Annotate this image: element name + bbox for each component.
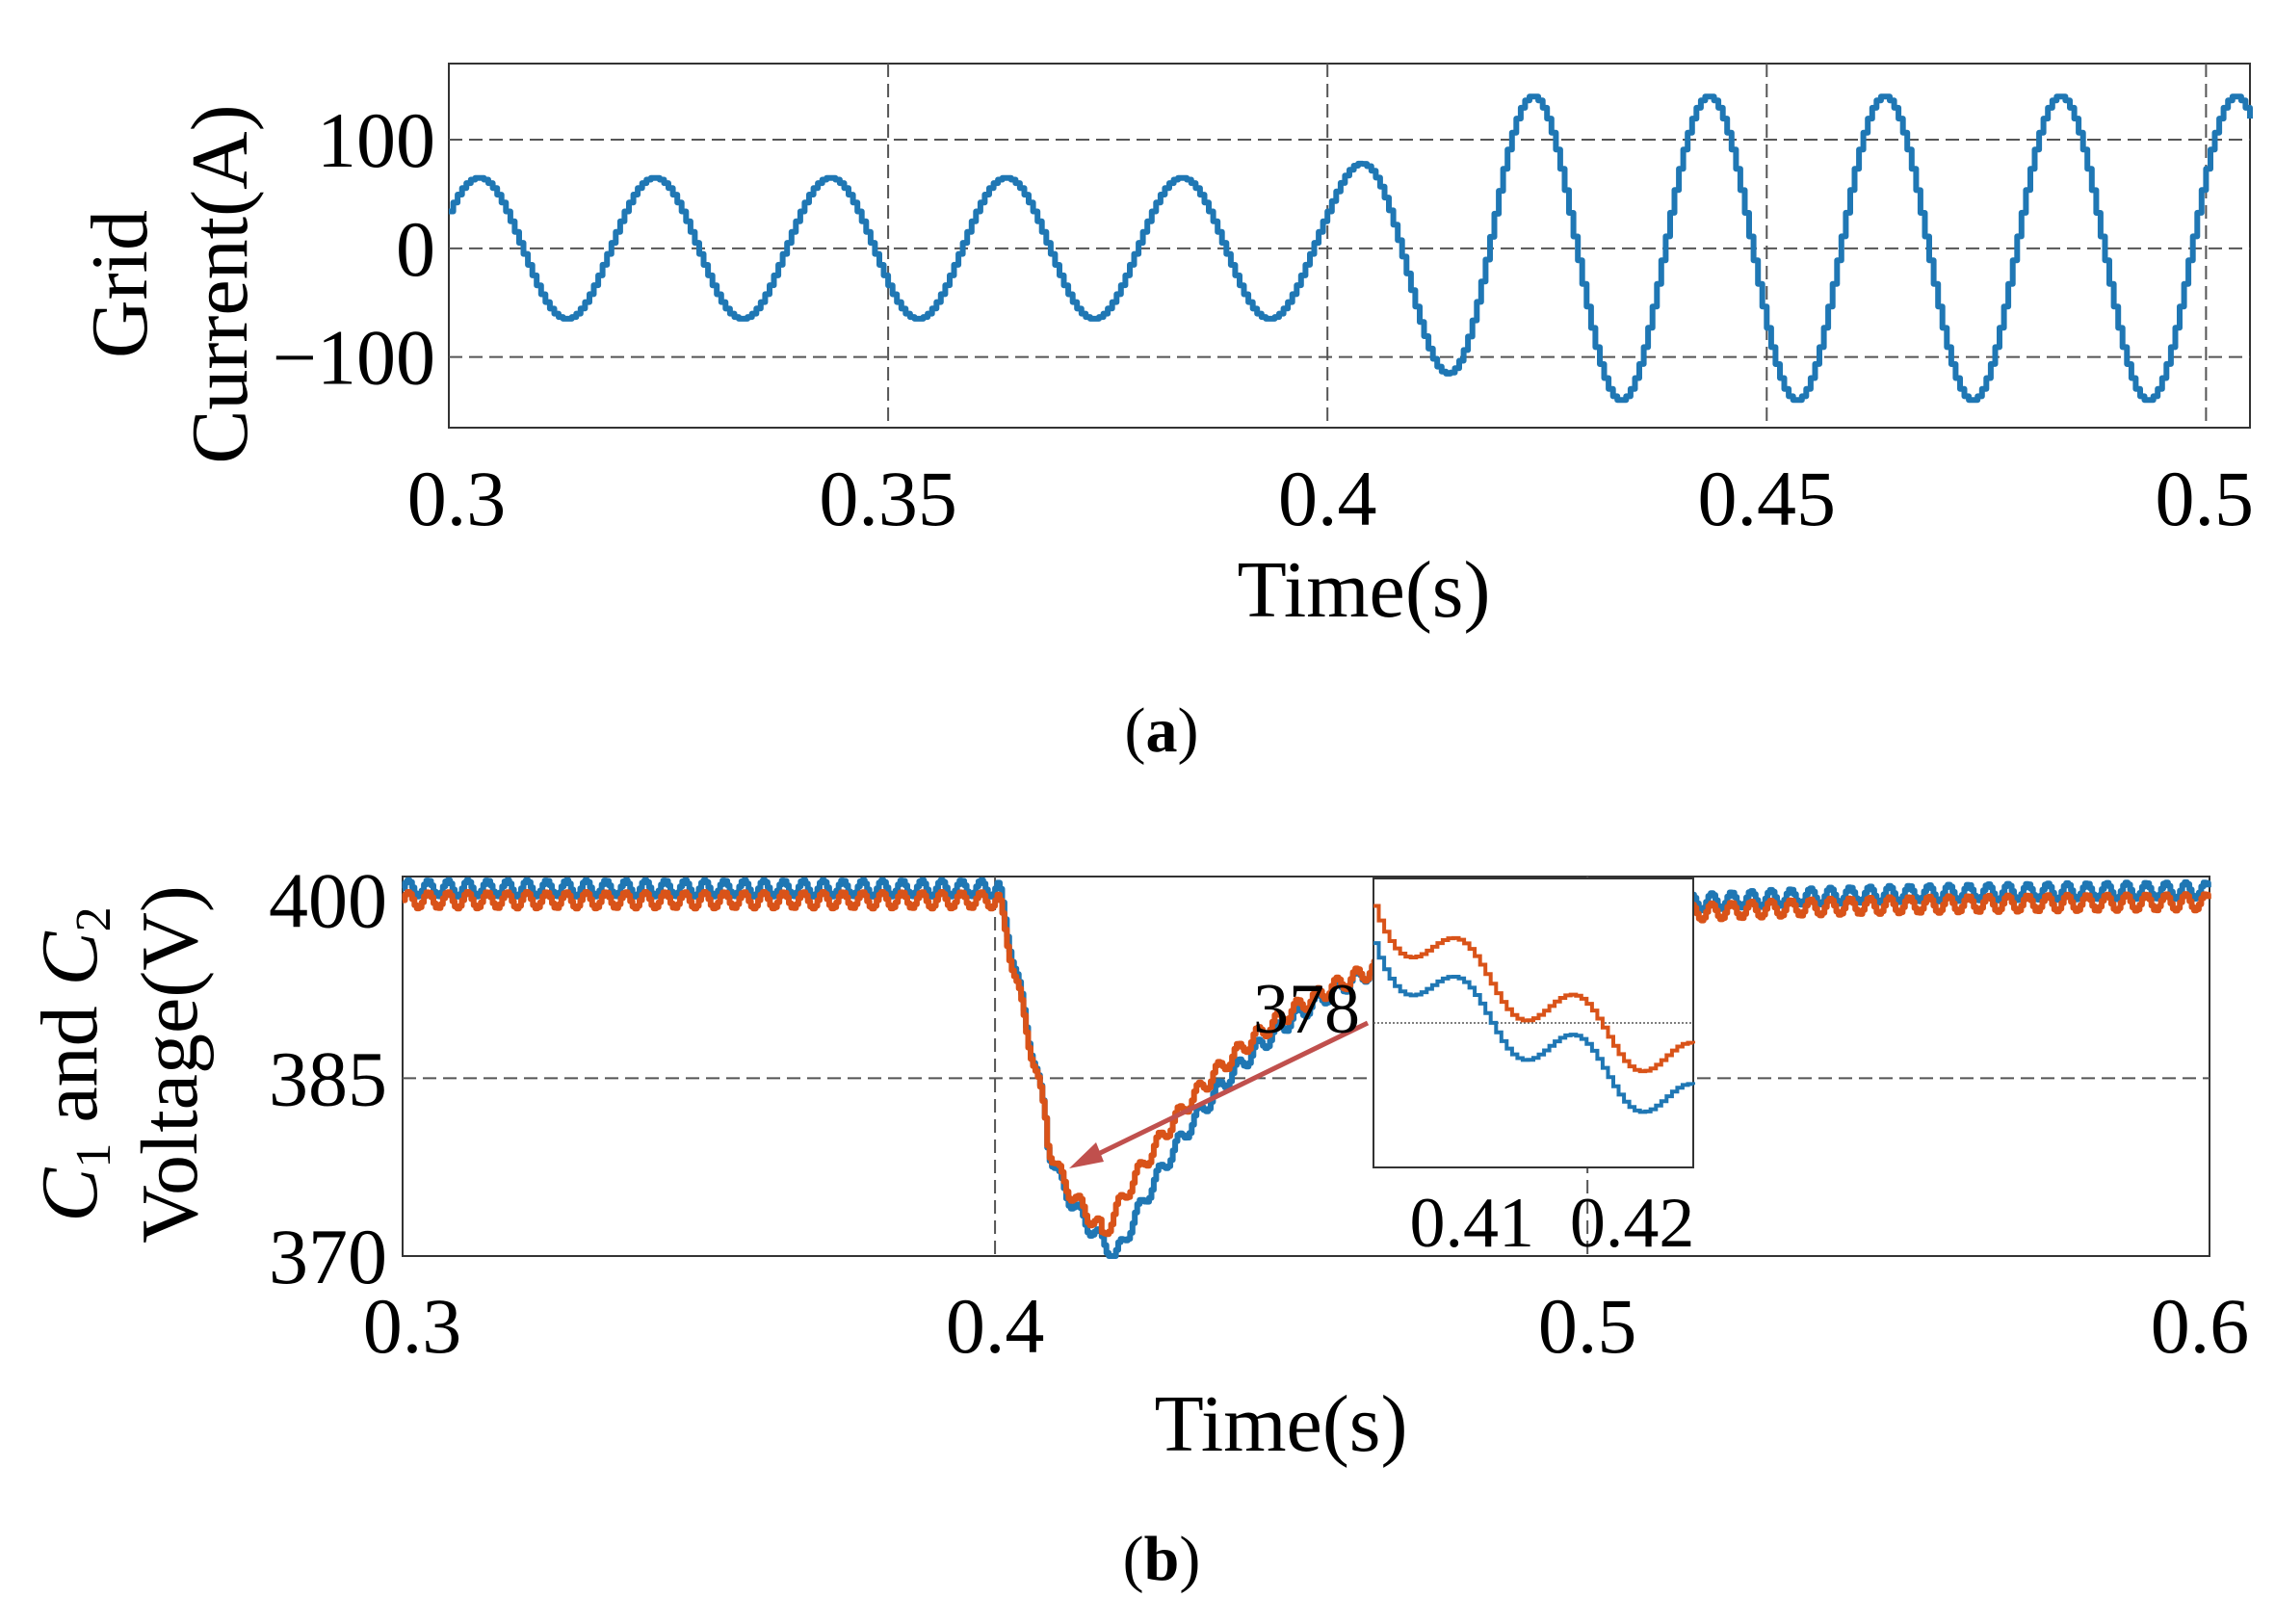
panel-b-y-axis-label: C1 and C2 Voltage(V) xyxy=(25,885,215,1244)
panel-a-y-tick-label: 100 xyxy=(317,96,435,184)
panel-b-inset: 378 0.41 0.42 xyxy=(1253,877,1695,1263)
panel-b-x-tick-label: 0.3 xyxy=(363,1282,462,1370)
panel-b-y-axis-label-line1: C1 and C2 xyxy=(25,906,121,1221)
ylabel-c1: C xyxy=(25,1167,115,1222)
panel-b-zoom-arrow xyxy=(1069,1020,1370,1168)
inset-x-tick-label: 0.42 xyxy=(1570,1184,1695,1263)
inset-series-c1-voltage xyxy=(1373,941,1695,1114)
panel-a-chart: 0.3 0.35 0.4 0.45 0.5 −100 0 100 Time(s)… xyxy=(75,63,2254,766)
panel-b-left-mask xyxy=(241,1011,399,1256)
panel-b-y-tick-label: 385 xyxy=(269,1035,387,1122)
panel-a-x-tick-label: 0.45 xyxy=(1698,455,1837,542)
panel-b-y-tick-label: 370 xyxy=(269,1213,387,1300)
panel-b-plot-area xyxy=(402,876,2210,1257)
panel-b-x-axis-label: Time(s) xyxy=(1155,1379,1408,1469)
panel-a-x-tick-labels: 0.3 0.35 0.4 0.45 0.5 xyxy=(407,455,2254,542)
panel-b-label-letter: b xyxy=(1144,1524,1180,1594)
panel-b-label-close: ) xyxy=(1179,1524,1200,1594)
inset-x-tick-label: 0.41 xyxy=(1409,1184,1534,1263)
panel-a-y-axis-label-line1: Grid xyxy=(75,210,165,358)
ylabel-sub1: 1 xyxy=(66,1143,121,1168)
panel-a-label-letter: a xyxy=(1146,695,1178,766)
panel-b-series-c1-voltage xyxy=(402,877,2211,1259)
panel-a-y-tick-label: 0 xyxy=(396,205,435,293)
panel-b-label-open: ( xyxy=(1123,1524,1144,1594)
panel-b-x-tick-label: 0.5 xyxy=(1538,1282,1637,1370)
panel-b-x-tick-labels: 0.3 0.4 0.5 0.6 xyxy=(363,1282,2250,1370)
panel-b-chart: 378 0.41 0.42 0.3 0.4 0.5 0.6 370 385 40… xyxy=(25,857,2249,1594)
zoom-arrow-line xyxy=(1088,1020,1370,1161)
panel-b-x-tick-label: 0.4 xyxy=(946,1282,1045,1370)
panel-a-x-tick-label: 0.4 xyxy=(1278,455,1377,542)
panel-a-y-axis-label-line2: Current(A) xyxy=(175,104,265,463)
panel-b-series-c2-voltage xyxy=(402,889,2211,1238)
panel-a-series-grid-current xyxy=(449,93,2253,404)
panel-b-label: (b) xyxy=(1123,1524,1201,1594)
panel-b-y-tick-labels: 370 385 400 xyxy=(269,857,387,1300)
panel-a-plot-area xyxy=(448,63,2251,429)
ylabel-sub2: 2 xyxy=(66,906,121,931)
ylabel-mid: and xyxy=(25,985,115,1142)
panel-a-x-tick-label: 0.3 xyxy=(407,455,507,542)
panel-a-label-close: ) xyxy=(1178,695,1199,766)
panel-a-y-axis-label: Grid Current(A) xyxy=(75,104,265,463)
panel-b-x-tick-label: 0.6 xyxy=(2151,1282,2250,1370)
panel-a-y-tick-label: −100 xyxy=(273,314,435,402)
inset-series-c2-voltage xyxy=(1373,904,1695,1074)
zoom-arrow-head xyxy=(1069,1142,1104,1168)
panel-a-x-tick-label: 0.5 xyxy=(2156,455,2255,542)
panel-a-x-axis-label: Time(s) xyxy=(1238,545,1491,635)
panel-b-y-tick-label: 400 xyxy=(269,857,387,945)
panel-a-x-tick-label: 0.35 xyxy=(819,455,957,542)
inset-y-tick-label: 378 xyxy=(1253,970,1360,1049)
panel-a-label: (a) xyxy=(1125,695,1199,766)
panel-a-y-tick-labels: −100 0 100 xyxy=(273,96,435,402)
ylabel-c2: C xyxy=(25,930,115,985)
panel-a-label-open: ( xyxy=(1125,695,1146,766)
panel-b-y-axis-label-line2: Voltage(V) xyxy=(125,885,215,1244)
